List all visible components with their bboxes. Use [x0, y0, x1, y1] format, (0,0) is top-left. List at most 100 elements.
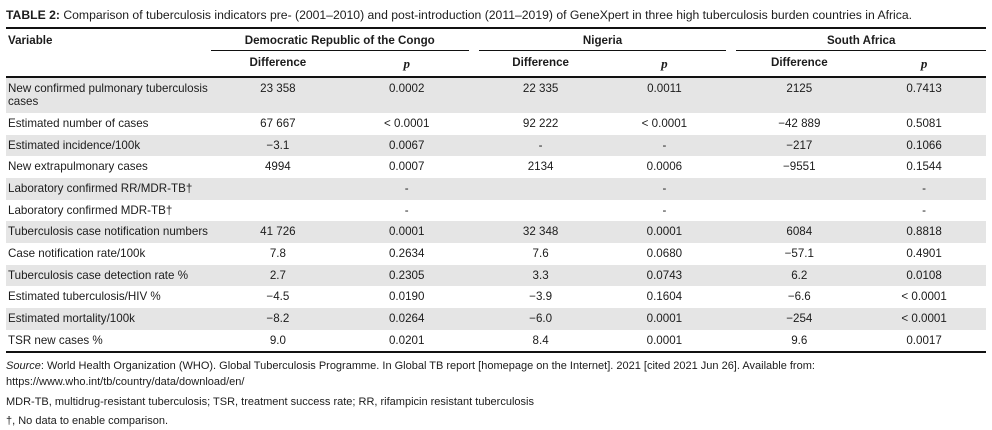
row-cell: 9.6	[791, 333, 808, 347]
row-cell	[736, 200, 862, 222]
row-gap	[469, 243, 479, 265]
table-row: Estimated incidence/100k −3.1 0.0067 - -…	[6, 134, 986, 157]
row-cell: 23 358	[210, 76, 345, 113]
row-variable: Estimated tuberculosis/HIV %	[8, 290, 161, 304]
row-cell: 0.0201	[388, 333, 425, 347]
row-gap	[726, 134, 737, 157]
row-gap	[468, 177, 479, 200]
row-cell	[736, 177, 863, 200]
table-row: Laboratory confirmed RR/MDR-TB† - - -	[6, 177, 986, 200]
row-gap	[726, 156, 736, 178]
row-cell: −9551	[783, 160, 816, 174]
header-gap	[726, 30, 737, 78]
table-row: Case notification rate/100k 7.8 0.2634 7…	[6, 243, 986, 265]
row-cell: 8.4	[532, 333, 549, 347]
row-cell: -	[862, 177, 986, 200]
variable-column-header: Variable	[6, 30, 211, 78]
row-gap	[468, 134, 479, 157]
comparison-table: Variable Democratic Republic of the Cong…	[6, 30, 986, 354]
row-cell: −8.2	[210, 307, 345, 330]
table-header: Variable Democratic Republic of the Cong…	[6, 30, 986, 78]
row-cell: −3.1	[210, 134, 345, 157]
header-gap	[468, 30, 479, 78]
row-cell: 0.5081	[906, 116, 942, 130]
row-gap	[726, 221, 737, 243]
row-gap	[469, 286, 479, 308]
row-cell: 0.2634	[388, 246, 425, 260]
row-cell: < 0.0001	[383, 116, 430, 130]
row-gap	[469, 156, 479, 178]
row-gap	[469, 113, 479, 135]
row-gap	[726, 307, 737, 330]
difference-header-nigeria: Difference	[478, 50, 603, 78]
row-cell: 22 335	[478, 76, 603, 113]
difference-header-drc: Difference	[210, 50, 345, 78]
row-cell: 0.0001	[646, 333, 683, 347]
group-header-drc: Democratic Republic of the Congo	[210, 30, 469, 51]
row-gap	[469, 200, 479, 222]
table-row: Estimated tuberculosis/HIV % −4.5 0.0190…	[6, 286, 986, 308]
row-cell: 0.0067	[344, 134, 469, 157]
row-gap	[726, 113, 736, 135]
row-gap	[726, 264, 737, 287]
row-gap	[469, 330, 479, 353]
row-cell: 0.7413	[862, 76, 986, 113]
row-cell: −57.1	[784, 246, 814, 260]
row-variable: Estimated number of cases	[8, 116, 149, 130]
row-cell: -	[602, 177, 727, 200]
table-caption-label: TABLE 2:	[6, 8, 60, 22]
row-gap	[726, 200, 736, 222]
source-label: Source	[6, 360, 41, 373]
row-cell: 4994	[264, 160, 291, 174]
row-variable: Laboratory confirmed MDR-TB†	[8, 203, 173, 217]
table-row: New extrapulmonary cases 4994 0.0007 213…	[6, 156, 986, 178]
row-gap	[468, 307, 479, 330]
p-header-nigeria: p	[602, 50, 727, 78]
row-cell: 6084	[736, 221, 863, 243]
table-row: TSR new cases % 9.0 0.0201 8.4 0.0001 9.…	[6, 330, 986, 353]
dagger-note: †, No data to enable comparison.	[6, 415, 169, 428]
group-header-row: Variable Democratic Republic of the Cong…	[6, 30, 986, 78]
row-gap	[726, 243, 736, 265]
row-variable: Case notification rate/100k	[8, 246, 146, 260]
p-header-drc: p	[344, 50, 469, 78]
table-row: New confirmed pulmonary tuberculosis cas…	[6, 76, 986, 113]
sub-header-row: Difference p Difference p Difference p	[6, 50, 986, 78]
table-body: New confirmed pulmonary tuberculosis cas…	[6, 76, 986, 353]
row-cell: −6.0	[478, 307, 603, 330]
row-cell: 2.7	[210, 264, 345, 287]
row-cell: 32 348	[478, 221, 603, 243]
row-cell: 7.6	[532, 246, 549, 260]
row-variable: Estimated mortality/100k	[6, 307, 211, 330]
row-cell: 0.1066	[862, 134, 986, 157]
row-cell: -	[662, 203, 667, 217]
row-cell: 0.0743	[602, 264, 727, 287]
row-gap	[468, 76, 479, 113]
row-gap	[468, 221, 479, 243]
row-gap	[726, 76, 737, 113]
row-variable: Estimated incidence/100k	[6, 134, 211, 157]
row-cell: < 0.0001	[862, 307, 986, 330]
row-variable: New extrapulmonary cases	[8, 160, 148, 174]
row-cell: 3.3	[478, 264, 603, 287]
row-cell: −42 889	[778, 116, 821, 130]
row-cell: 2134	[527, 160, 554, 174]
table-caption: TABLE 2: Comparison of tuberculosis indi…	[6, 8, 986, 30]
row-variable: Laboratory confirmed RR/MDR-TB†	[6, 177, 211, 200]
row-cell: −6.6	[787, 290, 811, 304]
row-cell: -	[922, 203, 927, 217]
row-gap	[726, 177, 737, 200]
row-cell: 0.0006	[646, 160, 683, 174]
row-cell: 0.8818	[862, 221, 986, 243]
row-cell: −217	[736, 134, 863, 157]
row-cell: < 0.0001	[901, 290, 947, 304]
row-cell: 0.0007	[388, 160, 425, 174]
row-cell: 7.8	[269, 246, 286, 260]
row-cell: 2125	[736, 76, 863, 113]
table-row: Laboratory confirmed MDR-TB† - - -	[6, 200, 986, 222]
row-cell: 0.1604	[646, 290, 683, 304]
footnotes: Source: World Health Organization (WHO).…	[6, 359, 986, 429]
group-header-south-africa: South Africa	[736, 30, 986, 51]
row-variable: Tuberculosis case notification numbers	[6, 221, 211, 243]
